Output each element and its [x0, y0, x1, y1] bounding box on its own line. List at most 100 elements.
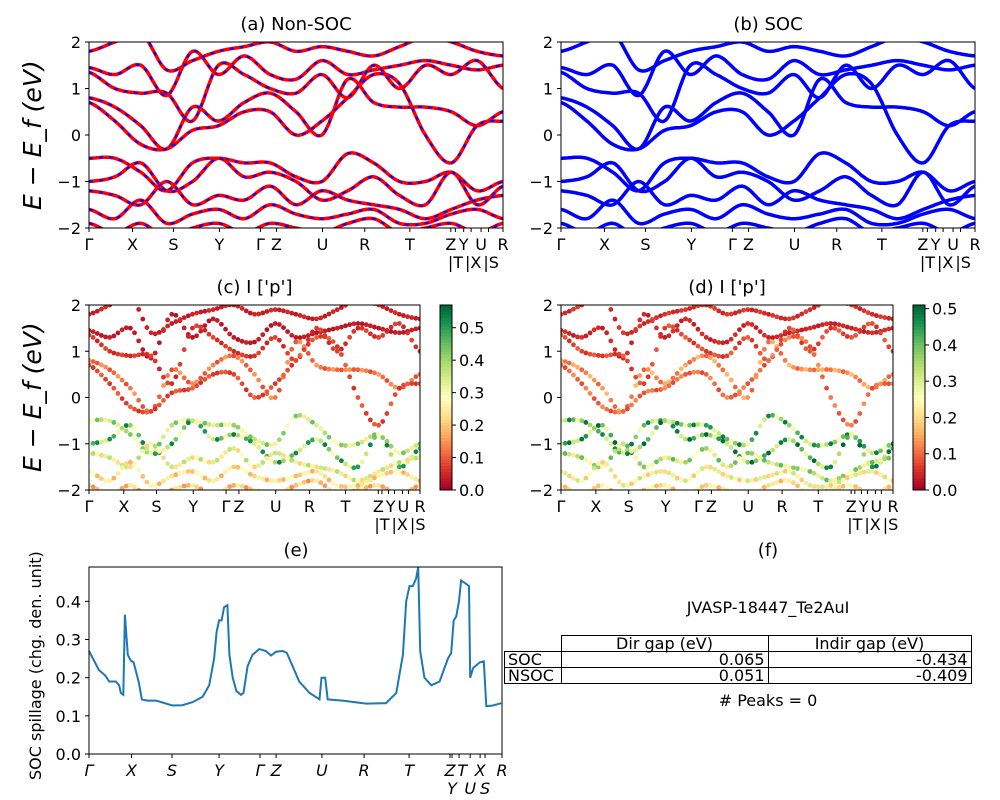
band-point	[583, 433, 589, 439]
band-point	[741, 323, 746, 328]
band-point	[815, 305, 821, 308]
band-point	[148, 353, 154, 359]
band-point	[562, 329, 568, 335]
band-point	[285, 367, 290, 373]
ytick-label: 1	[543, 80, 553, 99]
band-point	[857, 306, 863, 311]
band-point	[384, 306, 390, 311]
band-point	[405, 448, 410, 454]
band-point	[99, 439, 104, 445]
band-point	[334, 344, 340, 350]
band-point	[732, 345, 738, 351]
band-point	[247, 310, 253, 316]
colorbar-segment	[440, 419, 452, 423]
band-point	[778, 469, 784, 475]
band-point	[330, 480, 336, 486]
band-point	[761, 453, 767, 458]
colorbar-segment	[913, 351, 925, 355]
band-point	[778, 333, 784, 338]
band-point	[625, 483, 630, 488]
band-point	[803, 346, 809, 352]
band-point	[413, 449, 419, 455]
colorbar-segment	[440, 422, 452, 426]
band-point	[268, 336, 274, 342]
band-point	[119, 425, 125, 431]
band-point	[297, 312, 303, 318]
band-point	[724, 395, 730, 400]
band-point	[724, 464, 730, 470]
band-point	[737, 340, 742, 346]
band-point	[882, 315, 888, 320]
band-point	[293, 334, 299, 340]
band-point	[401, 382, 406, 388]
band-point	[107, 436, 113, 442]
band-point	[575, 346, 580, 351]
band-point	[571, 333, 576, 338]
colorbar-segment	[913, 388, 925, 392]
colorbar-segment	[440, 332, 452, 337]
band-point	[268, 385, 274, 390]
band-point	[770, 352, 776, 358]
band-point	[820, 374, 825, 380]
band-point	[571, 452, 576, 458]
colorbar-segment	[440, 382, 452, 386]
band-point	[629, 329, 634, 335]
band-point	[227, 346, 233, 352]
band-point	[190, 325, 195, 331]
band-point	[587, 488, 593, 490]
band-point	[268, 307, 274, 313]
xtick-label: Γ	[557, 235, 566, 254]
band-point	[571, 372, 576, 378]
band-point	[409, 327, 415, 333]
colorbar-segment	[913, 338, 925, 343]
band-point	[198, 309, 204, 315]
band-point	[761, 484, 767, 490]
band-point	[815, 341, 821, 347]
band-point	[338, 352, 344, 357]
band-point	[107, 478, 113, 484]
band-point	[811, 442, 817, 448]
colorbar-segment	[440, 366, 452, 371]
band-point	[94, 368, 100, 374]
band-point	[272, 321, 278, 326]
band-point	[890, 371, 893, 377]
band-point	[343, 367, 348, 373]
band-point	[562, 470, 568, 476]
band-point	[367, 477, 373, 483]
band-point	[297, 481, 303, 487]
band-point	[119, 465, 125, 471]
band-point	[724, 441, 730, 447]
band-point	[695, 326, 701, 332]
band-point	[145, 495, 150, 500]
band-point	[571, 476, 576, 482]
band-point	[613, 492, 618, 497]
band-point	[645, 464, 651, 470]
band-point	[633, 383, 639, 388]
band-point	[140, 404, 146, 409]
xtick-label: Y	[447, 779, 458, 798]
band-point	[828, 464, 834, 470]
band-point	[753, 458, 759, 464]
band-point	[774, 443, 780, 449]
band-point	[413, 455, 419, 461]
band-point	[753, 372, 759, 378]
band-point	[687, 306, 693, 311]
band-point	[562, 359, 568, 365]
colorbar-frame	[912, 304, 926, 491]
band-point	[658, 456, 663, 462]
band-point	[347, 334, 353, 340]
band-point	[94, 331, 100, 336]
band-point	[89, 332, 92, 338]
colorbar-segment	[913, 480, 925, 485]
xtick-label: Γ	[85, 235, 94, 254]
band-point	[861, 324, 867, 330]
band-point	[815, 473, 821, 479]
band-point	[815, 367, 821, 373]
band-point	[119, 377, 125, 383]
band-point	[683, 362, 688, 368]
band-point	[177, 484, 183, 490]
band-point	[890, 381, 893, 387]
band-point	[243, 469, 249, 475]
band-point	[566, 473, 572, 479]
band-point	[670, 486, 676, 490]
